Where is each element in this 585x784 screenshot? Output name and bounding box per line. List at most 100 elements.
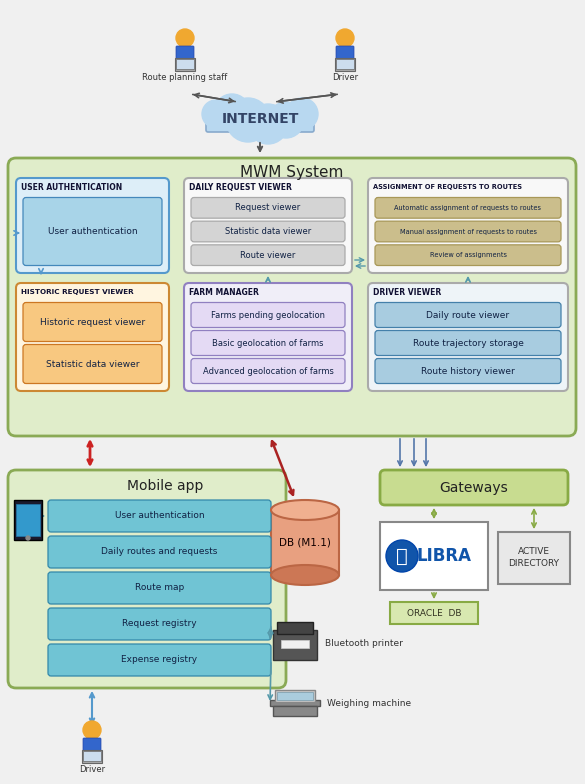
- Bar: [273, 630, 317, 660]
- Text: Route trajectory storage: Route trajectory storage: [412, 339, 524, 347]
- Bar: [498, 532, 570, 584]
- FancyBboxPatch shape: [23, 344, 162, 383]
- Text: User authentication: User authentication: [115, 511, 204, 521]
- Text: Statistic data viewer: Statistic data viewer: [225, 227, 311, 236]
- Text: Expense registry: Expense registry: [122, 655, 198, 665]
- FancyBboxPatch shape: [375, 221, 561, 241]
- Text: ⓜ: ⓜ: [396, 546, 408, 565]
- FancyBboxPatch shape: [16, 283, 169, 391]
- Text: DIRECTORY: DIRECTORY: [508, 560, 559, 568]
- Text: User authentication: User authentication: [48, 227, 137, 236]
- Text: Historic request viewer: Historic request viewer: [40, 318, 145, 326]
- Text: Route planning staff: Route planning staff: [142, 72, 228, 82]
- Circle shape: [26, 536, 30, 540]
- Text: Mobile app: Mobile app: [127, 479, 203, 493]
- Circle shape: [214, 94, 250, 130]
- FancyBboxPatch shape: [375, 331, 561, 355]
- Text: DRIVER VIEWER: DRIVER VIEWER: [373, 288, 441, 296]
- FancyBboxPatch shape: [191, 245, 345, 266]
- FancyBboxPatch shape: [184, 178, 352, 273]
- Ellipse shape: [271, 565, 339, 585]
- FancyBboxPatch shape: [380, 470, 568, 505]
- Text: ORACLE  DB: ORACLE DB: [407, 608, 461, 618]
- Text: Daily route viewer: Daily route viewer: [426, 310, 510, 320]
- Text: Gateways: Gateways: [439, 481, 508, 495]
- FancyBboxPatch shape: [48, 500, 271, 532]
- FancyBboxPatch shape: [23, 303, 162, 342]
- Circle shape: [286, 98, 318, 130]
- Bar: [175, 58, 195, 71]
- FancyBboxPatch shape: [368, 283, 568, 391]
- Bar: [336, 59, 354, 69]
- Circle shape: [268, 102, 304, 138]
- FancyBboxPatch shape: [191, 303, 345, 328]
- FancyBboxPatch shape: [48, 572, 271, 604]
- Text: DB (M1.1): DB (M1.1): [279, 538, 331, 547]
- Bar: [176, 59, 194, 69]
- Circle shape: [336, 29, 354, 47]
- Bar: [277, 692, 313, 700]
- Bar: [14, 500, 42, 540]
- FancyBboxPatch shape: [375, 245, 561, 266]
- Text: ASSIGNMENT OF REQUESTS TO ROUTES: ASSIGNMENT OF REQUESTS TO ROUTES: [373, 184, 522, 190]
- Text: LIBRA: LIBRA: [417, 547, 472, 565]
- Bar: [335, 58, 355, 71]
- Bar: [82, 750, 102, 763]
- FancyBboxPatch shape: [176, 46, 194, 66]
- Bar: [83, 751, 101, 761]
- Text: ACTIVE: ACTIVE: [518, 547, 550, 557]
- Text: Driver: Driver: [332, 72, 358, 82]
- Bar: [273, 706, 317, 716]
- Text: Automatic assignment of requests to routes: Automatic assignment of requests to rout…: [394, 205, 542, 211]
- Bar: [380, 522, 488, 590]
- Text: DAILY REQUEST VIEWER: DAILY REQUEST VIEWER: [189, 183, 292, 191]
- FancyBboxPatch shape: [375, 198, 561, 218]
- Text: Statistic data viewer: Statistic data viewer: [46, 360, 139, 368]
- FancyBboxPatch shape: [16, 178, 169, 273]
- FancyBboxPatch shape: [336, 46, 354, 66]
- Text: Daily routes and requests: Daily routes and requests: [101, 547, 218, 557]
- FancyBboxPatch shape: [23, 198, 162, 266]
- FancyBboxPatch shape: [375, 303, 561, 328]
- Text: Advanced geolocation of farms: Advanced geolocation of farms: [202, 366, 333, 376]
- FancyBboxPatch shape: [191, 331, 345, 355]
- Bar: [16, 504, 40, 536]
- Text: INTERNET: INTERNET: [221, 112, 299, 126]
- Circle shape: [176, 29, 194, 47]
- Ellipse shape: [271, 500, 339, 520]
- Text: HISTORIC REQUEST VIEWER: HISTORIC REQUEST VIEWER: [21, 289, 133, 295]
- FancyBboxPatch shape: [8, 470, 286, 688]
- Text: Request registry: Request registry: [122, 619, 197, 629]
- Text: Request viewer: Request viewer: [235, 203, 301, 212]
- Circle shape: [226, 98, 270, 142]
- Text: Review of assignments: Review of assignments: [429, 252, 507, 258]
- Text: Driver: Driver: [79, 764, 105, 774]
- FancyBboxPatch shape: [48, 536, 271, 568]
- Text: Bluetooth printer: Bluetooth printer: [325, 640, 403, 648]
- Text: Weighing machine: Weighing machine: [327, 699, 411, 709]
- FancyBboxPatch shape: [191, 358, 345, 383]
- Text: Route viewer: Route viewer: [240, 251, 295, 260]
- FancyBboxPatch shape: [368, 178, 568, 273]
- FancyBboxPatch shape: [375, 358, 561, 383]
- Bar: [270, 700, 320, 706]
- Text: Route history viewer: Route history viewer: [421, 366, 515, 376]
- Circle shape: [248, 104, 288, 144]
- FancyBboxPatch shape: [8, 158, 576, 436]
- FancyBboxPatch shape: [83, 738, 101, 758]
- FancyBboxPatch shape: [191, 198, 345, 218]
- Bar: [277, 622, 313, 634]
- FancyBboxPatch shape: [48, 644, 271, 676]
- FancyBboxPatch shape: [184, 283, 352, 391]
- Circle shape: [202, 100, 230, 128]
- Bar: [275, 690, 315, 702]
- FancyBboxPatch shape: [48, 608, 271, 640]
- Bar: [271, 510, 339, 575]
- Text: Basic geolocation of farms: Basic geolocation of farms: [212, 339, 324, 347]
- Circle shape: [386, 540, 418, 572]
- Text: Farms pending geolocation: Farms pending geolocation: [211, 310, 325, 320]
- Text: Manual assignment of requests to routes: Manual assignment of requests to routes: [400, 228, 536, 234]
- Circle shape: [83, 721, 101, 739]
- Bar: [281, 640, 309, 648]
- Text: USER AUTHENTICATION: USER AUTHENTICATION: [21, 183, 122, 191]
